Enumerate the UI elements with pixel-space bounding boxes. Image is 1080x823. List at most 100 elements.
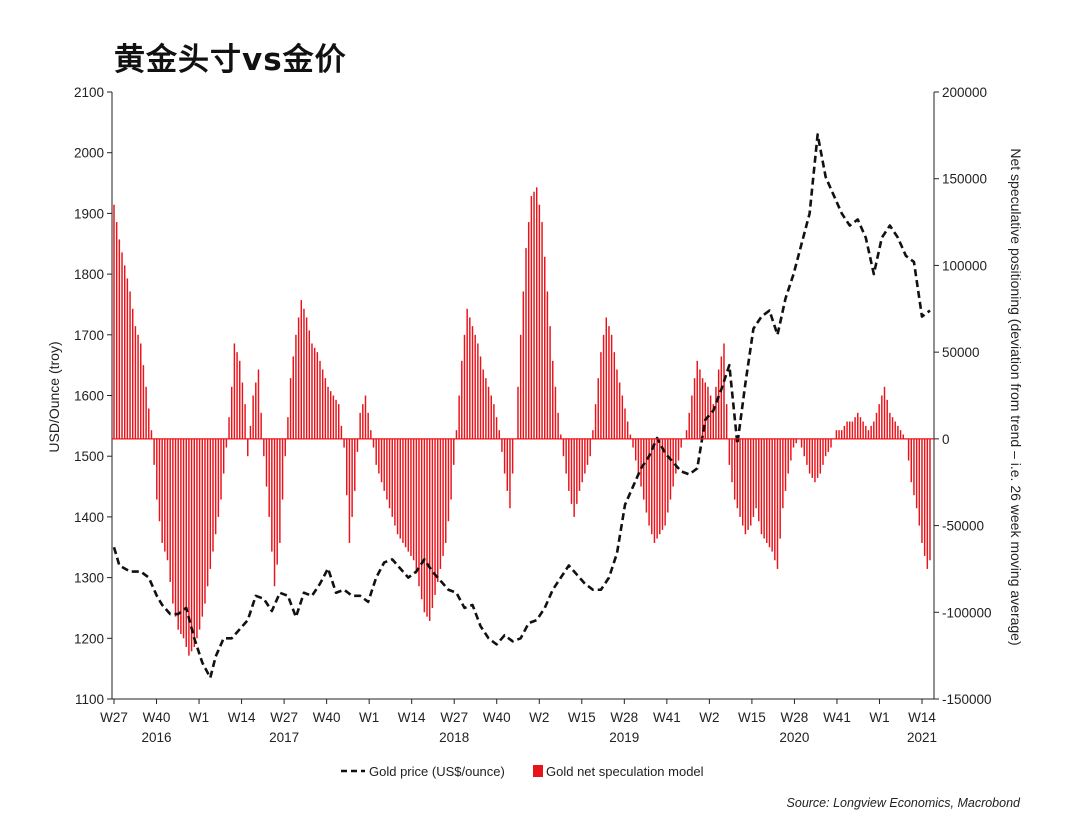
- speculation-bar: [482, 369, 484, 439]
- speculation-bar: [485, 378, 487, 439]
- speculation-bar: [865, 425, 867, 439]
- speculation-bar: [522, 291, 525, 439]
- legend-gold-price-label: Gold price (US$/ounce): [369, 764, 505, 779]
- speculation-bar: [675, 438, 677, 474]
- speculation-bar: [233, 343, 236, 439]
- speculation-bar: [862, 421, 864, 439]
- left-axis: 1100 1200 1300 1400 1500 1600 1700 1800 1900 2000…: [74, 85, 112, 707]
- speculation-bar: [359, 412, 361, 439]
- speculation-bar: [498, 430, 500, 439]
- speculation-bar: [616, 369, 618, 439]
- speculation-bar: [653, 438, 656, 543]
- speculation-bar: [784, 438, 787, 491]
- speculation-bar: [113, 204, 115, 439]
- x-week-label: W40: [143, 710, 171, 725]
- speculation-bar: [913, 438, 915, 496]
- speculation-bar: [736, 438, 739, 509]
- speculation-bar: [356, 438, 359, 452]
- speculation-bar: [776, 438, 779, 569]
- speculation-bar: [123, 265, 126, 439]
- speculation-bar: [439, 438, 442, 569]
- speculation-bar: [758, 438, 760, 522]
- speculation-bar: [517, 386, 519, 439]
- speculation-bar: [819, 438, 822, 474]
- speculation-bar: [335, 399, 337, 439]
- speculation-bar: [763, 438, 765, 539]
- speculation-bar: [538, 204, 541, 439]
- speculation-bar: [362, 404, 364, 439]
- speculation-bar: [741, 438, 744, 526]
- speculation-bar: [137, 334, 139, 439]
- speculation-bar: [434, 438, 436, 595]
- speculation-bar: [316, 352, 319, 439]
- speculation-bar: [329, 391, 332, 439]
- speculation-bar: [875, 412, 878, 439]
- speculation-bar: [220, 438, 222, 500]
- gold-price-line: [112, 133, 931, 680]
- speculation-bar: [340, 425, 343, 439]
- speculation-bar: [249, 425, 252, 439]
- x-week-label: W27: [270, 710, 298, 725]
- speculation-bar: [589, 438, 591, 457]
- speculation-bar: [814, 438, 816, 483]
- left-tick-label: 1600: [74, 389, 104, 404]
- speculation-bar: [455, 430, 458, 439]
- speculation-bar: [659, 438, 661, 535]
- speculation-bar: [407, 438, 410, 552]
- speculation-bar: [287, 417, 289, 439]
- speculation-bar: [490, 395, 492, 439]
- speculation-bar: [621, 395, 624, 439]
- speculation-bar: [541, 222, 543, 439]
- speculation-bar: [744, 438, 747, 535]
- speculation-bar: [546, 291, 549, 439]
- left-tick-label: 1400: [74, 510, 104, 525]
- speculation-bar: [782, 438, 784, 509]
- right-tick-label: 100000: [942, 258, 987, 273]
- speculation-bar: [308, 330, 311, 439]
- speculation-bar: [372, 438, 375, 448]
- speculation-bar: [388, 438, 391, 509]
- speculation-bar: [426, 438, 428, 617]
- speculation-bar: [640, 438, 642, 487]
- speculation-bar: [351, 438, 353, 517]
- speculation-bar: [581, 438, 583, 483]
- x-year-label: 2016: [142, 730, 172, 745]
- speculation-bar: [849, 421, 851, 439]
- x-week-label: W27: [440, 710, 468, 725]
- speculation-bar: [723, 343, 725, 439]
- speculation-bar: [519, 334, 522, 439]
- speculation-bar: [115, 222, 118, 439]
- speculation-bar: [613, 352, 616, 439]
- speculation-bar: [565, 438, 567, 474]
- speculation-bar: [594, 404, 597, 439]
- speculation-bar: [453, 438, 455, 465]
- speculation-bar: [881, 395, 883, 439]
- x-week-label: W28: [781, 710, 809, 725]
- speculation-bar: [525, 248, 527, 439]
- speculation-bar: [720, 356, 723, 439]
- speculation-bar: [923, 438, 926, 556]
- speculation-bar: [212, 438, 214, 552]
- x-week-label: W2: [699, 710, 719, 725]
- speculation-bar: [760, 438, 763, 535]
- left-tick-label: 1200: [74, 631, 104, 646]
- speculation-bar: [800, 438, 803, 448]
- speculation-bar: [257, 369, 260, 439]
- speculation-bar: [394, 438, 396, 526]
- speculation-bar: [252, 395, 254, 439]
- speculation-bar: [907, 438, 910, 461]
- speculation-bar: [824, 438, 827, 457]
- speculation-bar: [239, 360, 241, 439]
- speculation-bar: [626, 421, 629, 439]
- speculation-bar: [899, 430, 902, 439]
- speculation-bar: [445, 438, 447, 543]
- speculation-bar: [731, 438, 733, 483]
- speculation-bar: [479, 356, 482, 439]
- speculation-bar: [792, 438, 795, 448]
- speculation-bar: [637, 438, 640, 474]
- speculation-bar: [174, 438, 177, 617]
- speculation-bar: [477, 343, 479, 439]
- speculation-bar: [643, 438, 645, 500]
- speculation-bar: [854, 417, 856, 439]
